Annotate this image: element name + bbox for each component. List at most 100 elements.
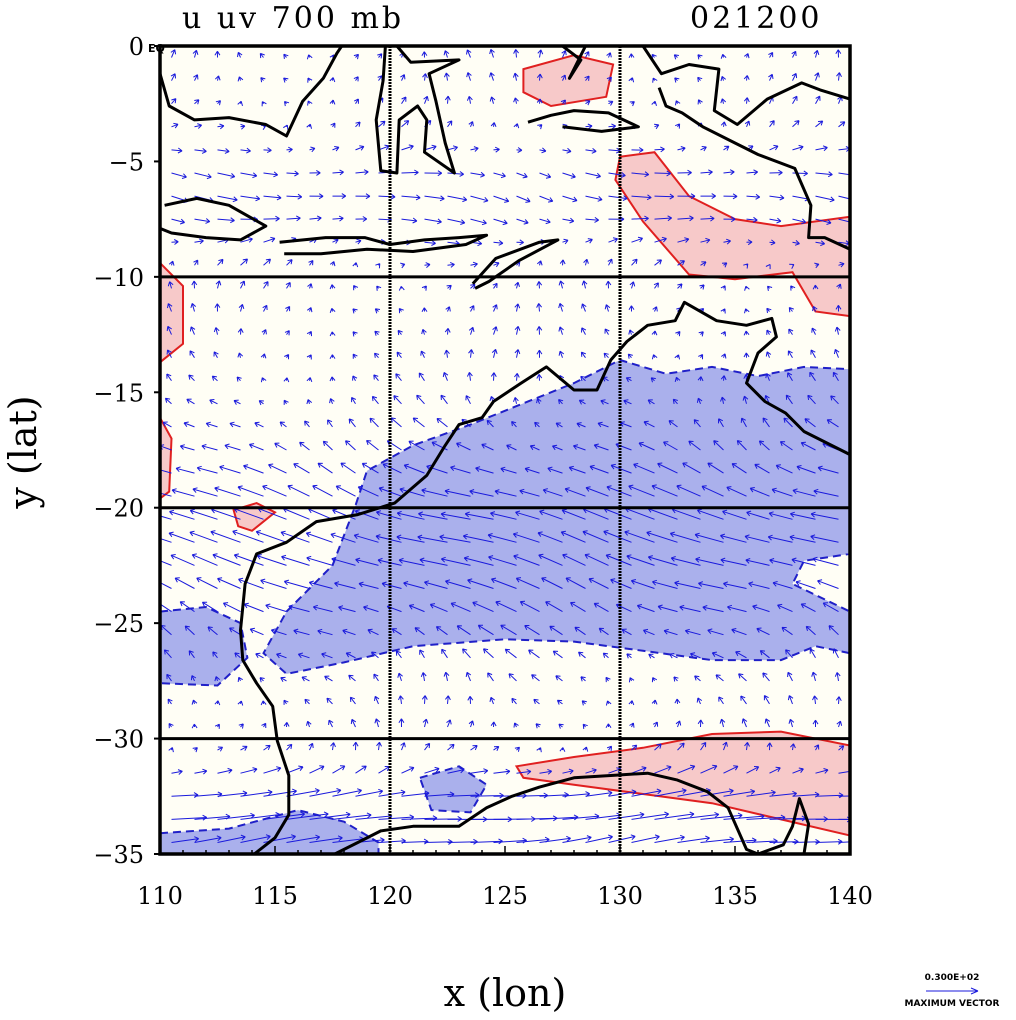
wind-vector (629, 281, 636, 289)
coastline-new-guinea (641, 46, 850, 251)
wind-vector (238, 304, 245, 312)
wind-vector (395, 373, 402, 382)
wind-vector (191, 723, 198, 729)
wind-vector (513, 49, 519, 58)
wind-vector (279, 421, 287, 428)
wind-vector (720, 121, 727, 127)
wind-vector (746, 239, 753, 246)
wind-vector (777, 603, 793, 613)
wind-vector (631, 811, 670, 820)
wind-vector (312, 604, 333, 613)
wind-vector (631, 766, 647, 774)
wind-vector (836, 720, 843, 728)
wind-vector (355, 193, 371, 200)
wind-vector (243, 464, 264, 474)
wind-vector (160, 537, 172, 543)
wind-vector (468, 349, 474, 358)
wind-vector (441, 648, 448, 659)
wind-vector (396, 351, 402, 359)
wind-vector (421, 51, 428, 58)
wind-vector (822, 602, 839, 613)
wind-vector (800, 603, 816, 613)
wind-vector (514, 325, 521, 335)
grid-layer (160, 46, 850, 854)
wind-vector (309, 811, 351, 820)
coastline-lesser-sunda (279, 233, 489, 256)
wind-vector (237, 352, 244, 358)
wind-vector (217, 258, 224, 266)
equator-tag: EQ (148, 42, 165, 55)
wind-vector (593, 602, 609, 613)
wind-vector (353, 98, 359, 104)
wind-vector (217, 217, 235, 224)
wind-vector (444, 95, 451, 104)
wind-vector (723, 765, 739, 774)
wind-vector (539, 768, 553, 775)
wind-vector (450, 602, 471, 613)
wind-vector (514, 349, 521, 358)
wind-vector (466, 371, 473, 381)
wind-vector (293, 463, 310, 474)
wind-vector (707, 462, 724, 474)
wind-vector (558, 399, 564, 405)
wind-vector (306, 330, 312, 337)
wind-vector (357, 485, 379, 497)
wind-vector (646, 530, 678, 543)
wind-vector (408, 440, 425, 451)
wind-vector (205, 421, 218, 428)
wind-vector (695, 556, 724, 566)
wind-vector (555, 422, 563, 428)
wind-vector (378, 789, 406, 797)
wind-vector (166, 349, 172, 358)
wind-vector (332, 169, 344, 176)
wind-vector (631, 744, 638, 751)
wind-vector (787, 350, 793, 358)
wind-vector (378, 486, 402, 497)
wind-vector (444, 488, 471, 497)
wind-vector (766, 742, 773, 751)
wind-vector (464, 511, 494, 520)
wind-vector (248, 443, 264, 451)
wind-vector (351, 396, 357, 405)
wind-vector (697, 76, 703, 83)
wind-vector (788, 307, 794, 313)
wind-vector (306, 720, 312, 728)
wind-vector (330, 532, 356, 543)
wind-vector (769, 169, 783, 176)
wind-vector (513, 397, 519, 404)
wind-vector (707, 628, 724, 636)
y-tick-label: −5 (109, 148, 144, 176)
wind-vector (373, 374, 379, 382)
wind-vector (401, 169, 419, 176)
wind-vector (487, 533, 517, 543)
wind-vector (720, 76, 727, 82)
wind-vector (263, 281, 269, 289)
wind-vector (731, 628, 747, 636)
wind-vector (260, 700, 267, 706)
wind-vector (263, 147, 272, 154)
wind-vector (283, 722, 290, 728)
wind-vector (353, 53, 359, 60)
wind-vector (789, 263, 795, 269)
wind-vector (628, 305, 635, 312)
wind-vector (234, 652, 241, 659)
wind-vector (374, 352, 380, 359)
wind-vector (744, 534, 770, 543)
wind-vector (700, 788, 734, 797)
wind-vector (352, 262, 359, 268)
wind-vector (171, 836, 200, 843)
wind-vector (584, 75, 590, 81)
wind-vector (367, 628, 379, 636)
wind-vector (608, 195, 628, 201)
wind-vector (477, 624, 494, 636)
wind-vector (746, 510, 770, 520)
wind-vector (307, 77, 313, 83)
wind-vector (329, 261, 336, 267)
wind-vector (374, 718, 381, 728)
wind-vector (274, 442, 287, 451)
wind-vector (789, 534, 816, 543)
wind-vector (528, 649, 540, 659)
wind-vector (513, 123, 520, 129)
wind-vector (535, 723, 541, 729)
wind-vector (330, 122, 336, 128)
